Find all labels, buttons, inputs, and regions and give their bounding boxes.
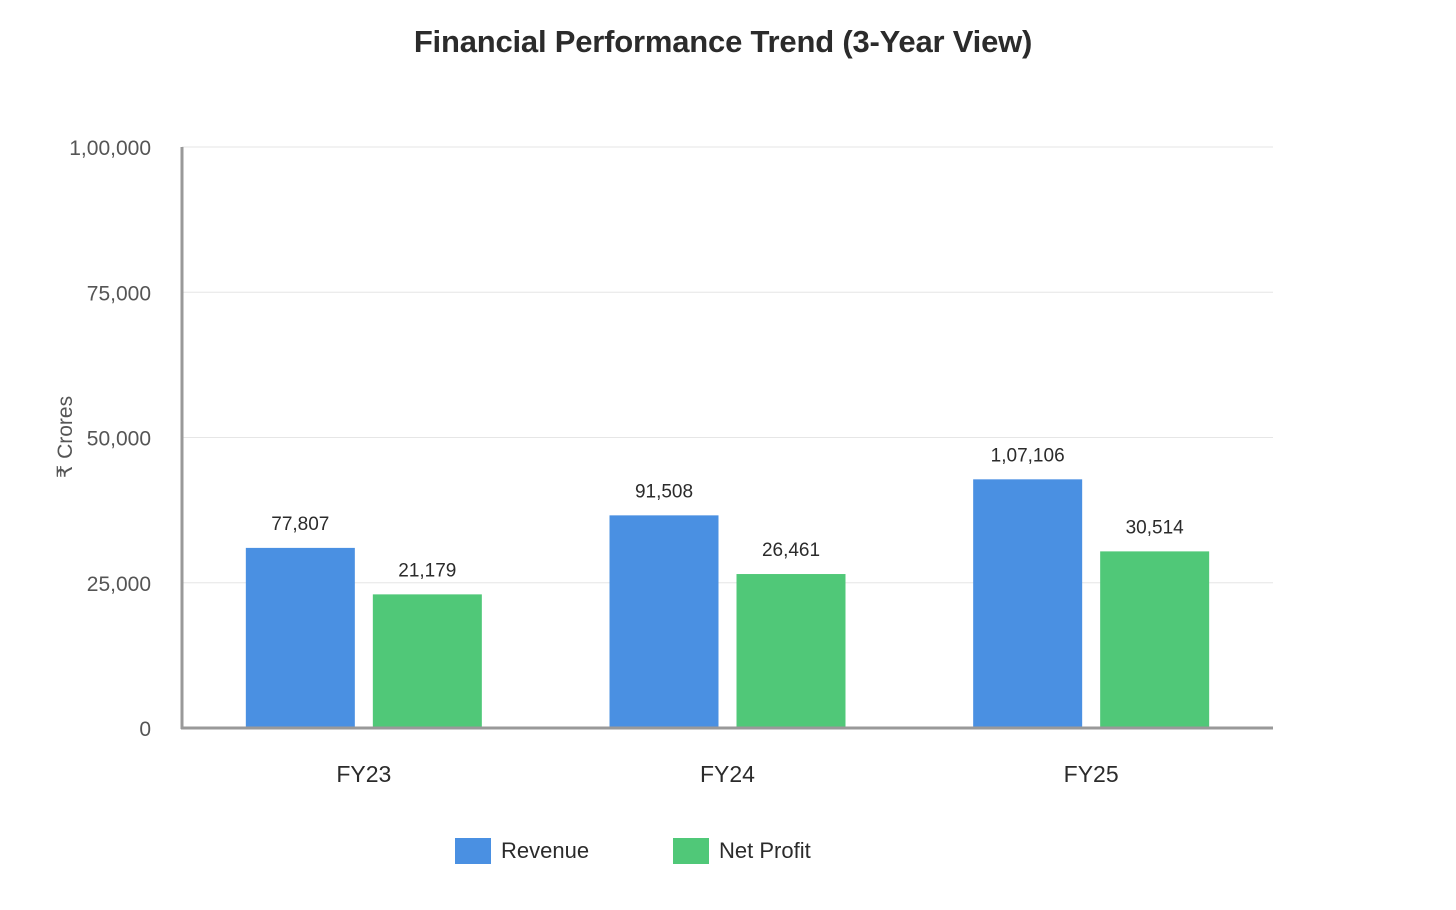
data-labels: 77,807 21,179 91,508 26,461 1,07,106 30,514 (271, 445, 1184, 581)
legend-swatch-net-profit (673, 838, 709, 864)
bar-revenue-fy23 (245, 547, 355, 728)
bars (245, 479, 1210, 728)
data-label: 77,807 (271, 514, 329, 535)
x-tick-label: FY23 (336, 761, 391, 787)
legend-item-revenue[interactable]: Revenue (455, 833, 589, 869)
bar-net-profit-fy25 (1100, 551, 1210, 728)
bar-net-profit-fy23 (372, 594, 482, 728)
data-label: 26,461 (762, 540, 820, 561)
bar-net-profit-fy24 (736, 574, 846, 728)
gridlines (182, 146, 1273, 584)
y-tick-label: 75,000 (87, 282, 151, 305)
y-tick-label: 50,000 (87, 428, 151, 451)
legend: Revenue Net Profit (0, 833, 1456, 869)
data-label: 1,07,106 (991, 445, 1065, 466)
x-tick-label: FY24 (700, 761, 755, 787)
data-label: 30,514 (1126, 517, 1185, 538)
legend-swatch-revenue (455, 838, 491, 864)
legend-label: Net Profit (719, 838, 811, 863)
y-tick-label: 1,00,000 (69, 137, 151, 160)
data-label: 21,179 (398, 560, 456, 581)
axes: 0 25,000 50,000 75,000 1,00,000 FY23 FY24 FY25 (69, 137, 1273, 787)
bar-revenue-fy25 (973, 479, 1083, 728)
legend-item-net-profit[interactable]: Net Profit (673, 833, 811, 869)
legend-label: Revenue (501, 838, 590, 863)
y-tick-label: 0 (139, 718, 151, 741)
bar-revenue-fy24 (609, 515, 719, 728)
x-tick-label: FY25 (1064, 761, 1119, 787)
chart-title: Financial Performance Trend (3-Year View… (413, 24, 1033, 59)
y-tick-label: 25,000 (87, 573, 151, 596)
y-axis-title: ₹ Crores (54, 396, 77, 478)
data-label: 91,508 (635, 481, 693, 502)
